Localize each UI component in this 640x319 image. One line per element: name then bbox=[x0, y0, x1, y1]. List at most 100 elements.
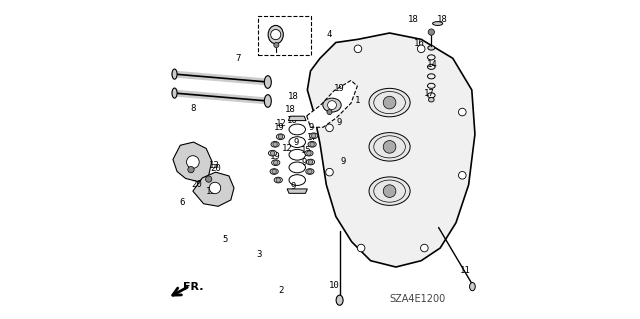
Circle shape bbox=[307, 151, 311, 155]
Text: 9: 9 bbox=[337, 118, 342, 127]
Text: 20: 20 bbox=[211, 165, 221, 174]
Circle shape bbox=[458, 172, 466, 179]
Text: 18: 18 bbox=[408, 15, 419, 24]
Text: FR.: FR. bbox=[184, 282, 204, 292]
Ellipse shape bbox=[268, 26, 284, 44]
Text: 11: 11 bbox=[460, 266, 470, 275]
Ellipse shape bbox=[306, 169, 314, 174]
Ellipse shape bbox=[276, 134, 285, 140]
Ellipse shape bbox=[270, 169, 278, 174]
Circle shape bbox=[327, 109, 332, 115]
Ellipse shape bbox=[271, 160, 280, 166]
Text: 19: 19 bbox=[274, 123, 285, 132]
Text: 4: 4 bbox=[326, 30, 332, 39]
Text: 13: 13 bbox=[205, 187, 216, 196]
Circle shape bbox=[328, 101, 337, 109]
Ellipse shape bbox=[428, 98, 434, 102]
Ellipse shape bbox=[433, 22, 443, 26]
Text: 9: 9 bbox=[309, 123, 314, 132]
Circle shape bbox=[209, 182, 221, 194]
Ellipse shape bbox=[172, 88, 177, 98]
Ellipse shape bbox=[271, 141, 279, 147]
Polygon shape bbox=[173, 142, 212, 182]
Circle shape bbox=[188, 167, 194, 173]
Text: SZA4E1200: SZA4E1200 bbox=[389, 294, 445, 304]
Circle shape bbox=[308, 169, 312, 174]
Ellipse shape bbox=[305, 150, 313, 156]
Text: 10: 10 bbox=[329, 281, 340, 290]
Text: 19: 19 bbox=[334, 84, 345, 93]
Circle shape bbox=[272, 169, 276, 174]
Circle shape bbox=[205, 176, 212, 182]
Circle shape bbox=[357, 244, 365, 252]
Text: 1: 1 bbox=[355, 97, 360, 106]
Ellipse shape bbox=[369, 133, 410, 161]
Text: 9: 9 bbox=[293, 137, 298, 147]
Circle shape bbox=[271, 30, 281, 40]
Circle shape bbox=[326, 168, 333, 176]
Text: 16: 16 bbox=[414, 39, 425, 48]
Text: 2: 2 bbox=[278, 286, 284, 295]
Circle shape bbox=[273, 160, 278, 165]
Circle shape bbox=[276, 178, 280, 182]
Ellipse shape bbox=[336, 295, 343, 305]
Circle shape bbox=[458, 108, 466, 116]
Text: 12: 12 bbox=[282, 144, 292, 153]
Circle shape bbox=[274, 42, 279, 48]
Circle shape bbox=[278, 135, 283, 139]
Text: 12: 12 bbox=[276, 119, 287, 128]
Text: 9: 9 bbox=[340, 157, 346, 166]
Ellipse shape bbox=[307, 159, 315, 165]
Circle shape bbox=[383, 185, 396, 197]
Ellipse shape bbox=[428, 46, 435, 50]
Circle shape bbox=[312, 134, 316, 138]
Ellipse shape bbox=[310, 133, 318, 139]
Ellipse shape bbox=[172, 69, 177, 79]
Polygon shape bbox=[287, 189, 307, 193]
Circle shape bbox=[383, 141, 396, 153]
Text: 9: 9 bbox=[301, 158, 307, 167]
Circle shape bbox=[326, 124, 333, 132]
Ellipse shape bbox=[268, 150, 276, 156]
Ellipse shape bbox=[264, 95, 271, 107]
Circle shape bbox=[383, 96, 396, 109]
Text: 17: 17 bbox=[424, 89, 435, 98]
Text: 17: 17 bbox=[307, 133, 318, 142]
Ellipse shape bbox=[308, 141, 316, 147]
Polygon shape bbox=[193, 172, 234, 206]
Circle shape bbox=[420, 244, 428, 252]
Text: 18: 18 bbox=[288, 92, 298, 101]
Text: 7: 7 bbox=[236, 54, 241, 63]
Polygon shape bbox=[307, 33, 475, 267]
Text: 16: 16 bbox=[287, 116, 298, 125]
FancyBboxPatch shape bbox=[259, 16, 310, 55]
Circle shape bbox=[354, 45, 362, 53]
Circle shape bbox=[186, 156, 199, 168]
Circle shape bbox=[308, 160, 313, 164]
Text: 18: 18 bbox=[436, 15, 447, 24]
Text: 18: 18 bbox=[285, 105, 296, 114]
Text: 13: 13 bbox=[209, 161, 220, 170]
Circle shape bbox=[273, 142, 277, 146]
Ellipse shape bbox=[264, 76, 271, 88]
Text: 15: 15 bbox=[301, 145, 312, 154]
Circle shape bbox=[428, 29, 435, 35]
Ellipse shape bbox=[470, 283, 476, 291]
Text: 14: 14 bbox=[427, 60, 438, 69]
Polygon shape bbox=[289, 116, 306, 121]
Text: 6: 6 bbox=[179, 198, 185, 207]
Ellipse shape bbox=[274, 177, 282, 183]
Ellipse shape bbox=[369, 177, 410, 205]
Text: 3: 3 bbox=[256, 250, 262, 259]
Circle shape bbox=[417, 45, 425, 53]
Text: 20: 20 bbox=[191, 180, 202, 189]
Circle shape bbox=[310, 142, 314, 146]
Text: 19: 19 bbox=[270, 152, 281, 161]
Text: 9: 9 bbox=[291, 182, 296, 191]
Text: 8: 8 bbox=[190, 104, 196, 113]
Ellipse shape bbox=[369, 88, 410, 117]
Polygon shape bbox=[307, 80, 357, 127]
Circle shape bbox=[270, 151, 275, 155]
Text: 5: 5 bbox=[223, 235, 228, 244]
Ellipse shape bbox=[323, 98, 341, 112]
